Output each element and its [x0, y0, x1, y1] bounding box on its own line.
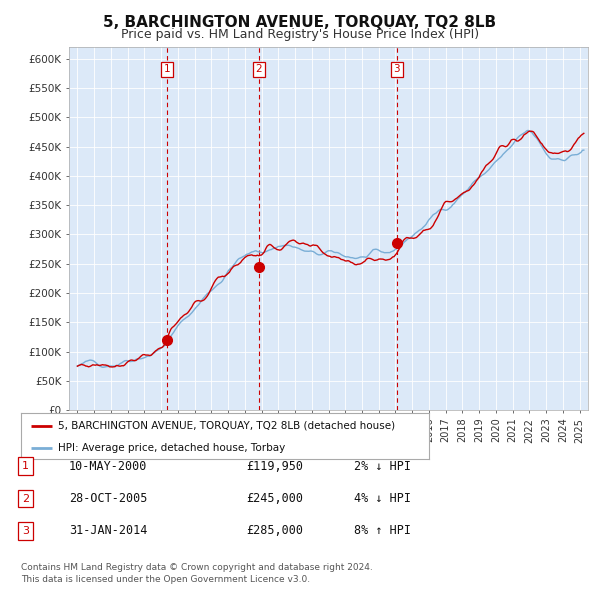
Text: 2: 2 — [22, 494, 29, 503]
Text: 1: 1 — [164, 64, 170, 74]
Text: 28-OCT-2005: 28-OCT-2005 — [69, 492, 148, 505]
Text: 2% ↓ HPI: 2% ↓ HPI — [354, 460, 411, 473]
Text: Contains HM Land Registry data © Crown copyright and database right 2024.
This d: Contains HM Land Registry data © Crown c… — [21, 563, 373, 584]
Text: 8% ↑ HPI: 8% ↑ HPI — [354, 525, 411, 537]
Text: 10-MAY-2000: 10-MAY-2000 — [69, 460, 148, 473]
Text: 31-JAN-2014: 31-JAN-2014 — [69, 525, 148, 537]
Text: £119,950: £119,950 — [246, 460, 303, 473]
Text: 5, BARCHINGTON AVENUE, TORQUAY, TQ2 8LB (detached house): 5, BARCHINGTON AVENUE, TORQUAY, TQ2 8LB … — [58, 421, 395, 431]
Text: £245,000: £245,000 — [246, 492, 303, 505]
Text: 5, BARCHINGTON AVENUE, TORQUAY, TQ2 8LB: 5, BARCHINGTON AVENUE, TORQUAY, TQ2 8LB — [103, 15, 497, 30]
Text: 3: 3 — [22, 526, 29, 536]
Text: 1: 1 — [22, 461, 29, 471]
Text: 2: 2 — [256, 64, 262, 74]
Text: 4% ↓ HPI: 4% ↓ HPI — [354, 492, 411, 505]
Text: HPI: Average price, detached house, Torbay: HPI: Average price, detached house, Torb… — [58, 442, 285, 453]
Text: £285,000: £285,000 — [246, 525, 303, 537]
Text: Price paid vs. HM Land Registry's House Price Index (HPI): Price paid vs. HM Land Registry's House … — [121, 28, 479, 41]
Text: 3: 3 — [394, 64, 400, 74]
